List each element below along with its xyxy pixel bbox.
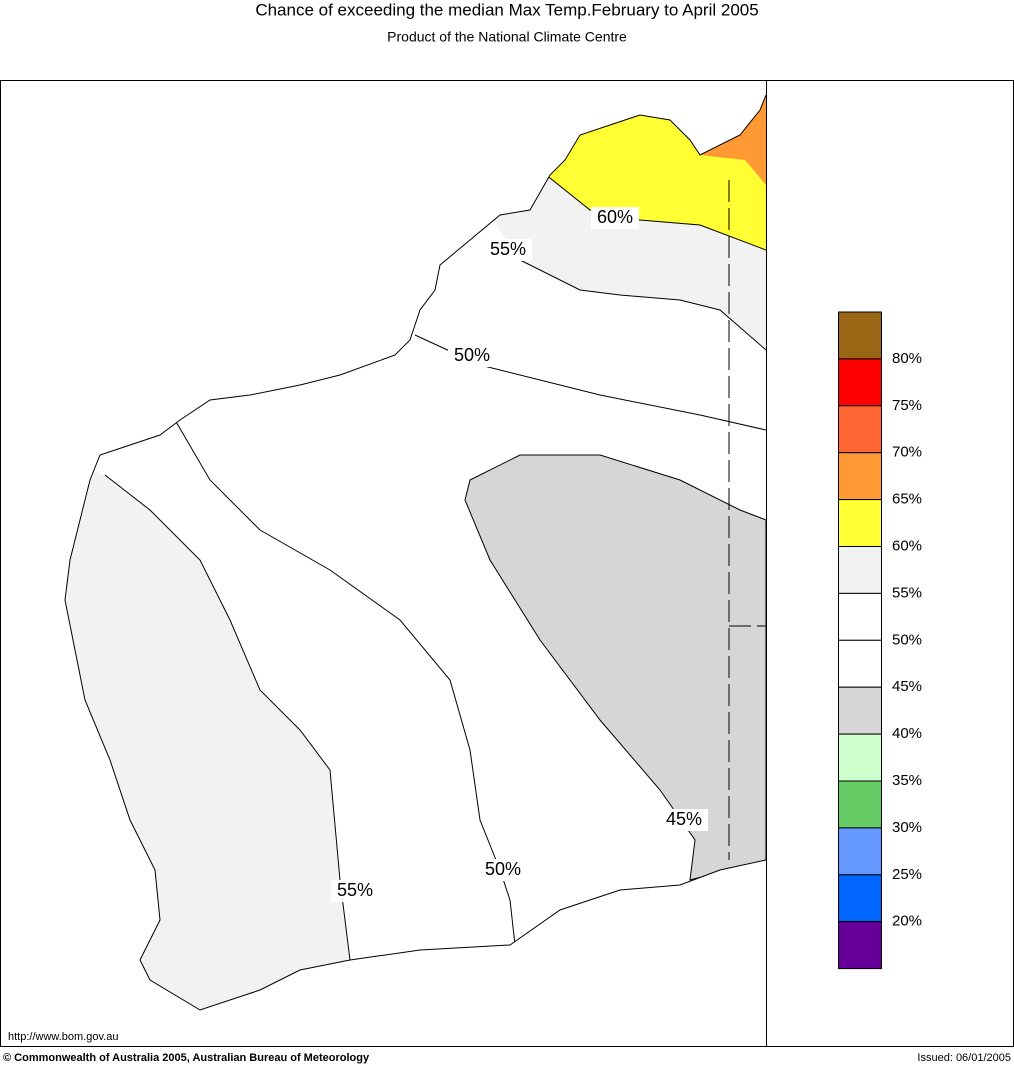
url: http://www.bom.gov.au <box>8 1031 118 1043</box>
legend-swatch <box>838 827 882 876</box>
legend-swatch <box>838 405 882 454</box>
legend-label: 25% <box>892 866 922 883</box>
legend-swatch <box>838 592 882 641</box>
legend-swatch <box>838 639 882 688</box>
legend-label: 20% <box>892 913 922 930</box>
legend-swatch <box>838 686 882 735</box>
contour-label-bg <box>479 859 527 881</box>
legend-swatch <box>838 780 882 829</box>
contour-label: 55% <box>337 880 373 900</box>
contour-label: 55% <box>490 239 526 259</box>
contour-label-bg <box>331 880 379 902</box>
legend-swatch <box>838 358 882 407</box>
contour-label-bg <box>591 207 639 229</box>
copyright: © Commonwealth of Australia 2005, Austra… <box>3 1052 370 1064</box>
legend-swatch <box>838 452 882 501</box>
contour-label: 50% <box>485 859 521 879</box>
contour-label: 45% <box>666 809 702 829</box>
legend-swatch <box>838 311 882 360</box>
title: Chance of exceeding the median Max Temp.… <box>255 0 758 19</box>
legend-swatch <box>838 733 882 782</box>
legend-label: 35% <box>892 772 922 789</box>
contour-55 <box>519 259 766 351</box>
map-regions <box>65 95 766 1010</box>
legend-swatch <box>838 499 882 548</box>
legend-label: 75% <box>892 397 922 414</box>
legend-swatch <box>838 874 882 923</box>
contour-label-bg <box>448 345 496 367</box>
contour-label: 60% <box>597 207 633 227</box>
legend-swatch <box>838 546 882 594</box>
contour-60 <box>539 169 766 251</box>
legend-label: 60% <box>892 537 922 554</box>
legend-swatch <box>838 921 882 970</box>
contour-label-bg <box>484 239 532 261</box>
issued: Issued: 06/01/2005 <box>917 1052 1011 1064</box>
legend-label: 65% <box>892 491 922 508</box>
subtitle: Product of the National Climate Centre <box>387 29 627 45</box>
legend-label: 40% <box>892 725 922 742</box>
region-55-north <box>480 170 766 350</box>
legend-label: 80% <box>892 350 922 367</box>
contour-label: 50% <box>454 345 490 365</box>
legend-label: 50% <box>892 631 922 648</box>
legend-label: 70% <box>892 444 922 461</box>
legend-label: 45% <box>892 678 922 695</box>
coastline <box>64 94 767 1011</box>
contour-55 <box>104 474 351 961</box>
region-45 <box>464 454 766 881</box>
border <box>728 180 766 860</box>
contour-label-bg <box>660 809 708 831</box>
legend-label: 30% <box>892 819 922 836</box>
legend-label: 55% <box>892 584 922 601</box>
